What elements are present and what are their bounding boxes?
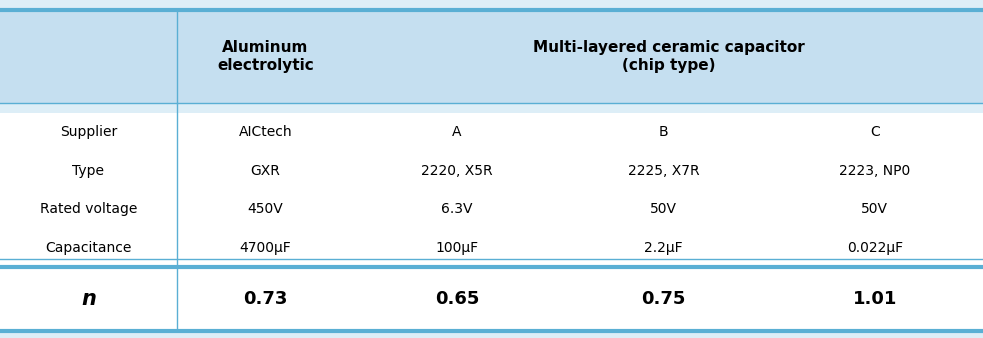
Text: 2.2μF: 2.2μF: [644, 241, 683, 255]
Text: 0.73: 0.73: [243, 290, 288, 308]
Text: 0.022μF: 0.022μF: [846, 241, 903, 255]
Text: GXR: GXR: [251, 164, 280, 178]
Text: 2223, NP0: 2223, NP0: [839, 164, 910, 178]
Text: 2220, X5R: 2220, X5R: [422, 164, 492, 178]
Text: 2225, X7R: 2225, X7R: [628, 164, 699, 178]
Text: 1.01: 1.01: [852, 290, 897, 308]
Text: 0.75: 0.75: [641, 290, 686, 308]
Text: B: B: [659, 125, 668, 140]
Bar: [0, 113, 983, 267]
Text: 50V: 50V: [650, 202, 677, 216]
Text: Capacitance: Capacitance: [45, 241, 132, 255]
Text: Aluminum
electrolytic: Aluminum electrolytic: [217, 41, 314, 73]
Text: 6.3V: 6.3V: [441, 202, 473, 216]
Text: Rated voltage: Rated voltage: [39, 202, 138, 216]
Bar: [0, 267, 983, 331]
Text: 100μF: 100μF: [435, 241, 479, 255]
Text: 50V: 50V: [861, 202, 889, 216]
Text: Type: Type: [73, 164, 104, 178]
Text: A: A: [452, 125, 462, 140]
Text: 0.65: 0.65: [434, 290, 480, 308]
Text: C: C: [870, 125, 880, 140]
Text: n: n: [81, 289, 96, 309]
Text: Multi-layered ceramic capacitor
(chip type): Multi-layered ceramic capacitor (chip ty…: [533, 41, 804, 73]
Text: Supplier: Supplier: [60, 125, 117, 140]
Text: AICtech: AICtech: [239, 125, 292, 140]
Bar: [0, 10, 983, 103]
Text: 450V: 450V: [248, 202, 283, 216]
Text: 4700μF: 4700μF: [240, 241, 291, 255]
